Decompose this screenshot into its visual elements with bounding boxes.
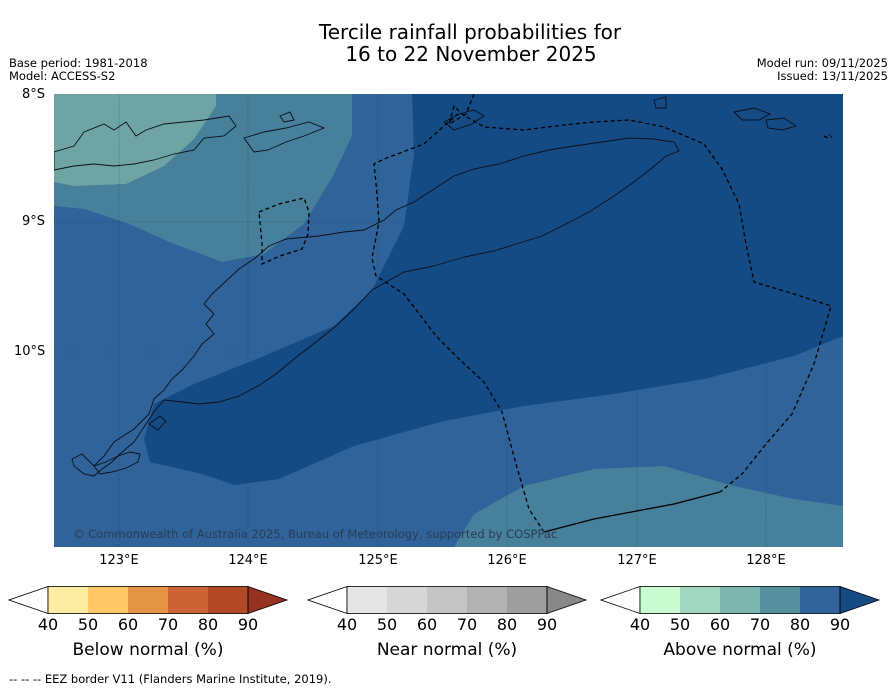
cb-near-title: Near normal (%) — [376, 640, 518, 660]
cb-below-seg-60 — [88, 586, 128, 614]
model-run-label: Model run: 09/11/2025 — [756, 56, 888, 70]
wetar-island-outline — [443, 109, 485, 131]
cb-above-tick: 40 — [629, 615, 651, 634]
zone-70-southeast — [454, 466, 843, 547]
lon-label-125e: 125°E — [358, 553, 398, 568]
lon-label-128e: 128°E — [746, 553, 786, 568]
cb-near-seg-80 — [467, 586, 507, 614]
colorbar-below-normal — [8, 586, 289, 614]
model-label: Model: ACCESS-S2 — [9, 69, 116, 83]
lon-label-127e: 127°E — [617, 553, 657, 568]
small-island-outline — [279, 111, 295, 123]
lat-label-8s: 8°S — [22, 87, 46, 102]
cb-near-seg-70 — [427, 586, 467, 614]
cb-below-arrow-right — [247, 586, 289, 614]
cb-below-seg-90 — [208, 586, 248, 614]
cb-above-tick: 60 — [709, 615, 731, 634]
cb-above-seg-80 — [760, 586, 800, 614]
cb-below-tick: 90 — [237, 615, 259, 634]
cb-near-arrow-left — [307, 586, 348, 614]
copyright-notice: © Commonwealth of Australia 2025, Bureau… — [73, 527, 558, 541]
lat-label-10s: 10°S — [14, 344, 46, 359]
cb-below-tick: 80 — [197, 615, 219, 634]
rote-island-outline — [93, 451, 141, 475]
cb-below-tick: 70 — [157, 615, 179, 634]
lat-label-9s: 9°S — [22, 214, 46, 229]
cb-above-seg-50 — [640, 586, 680, 614]
chart-title-line-1: Tercile rainfall probabilities for — [318, 20, 622, 44]
cb-above-seg-90 — [800, 586, 840, 614]
colorbar-above-normal — [600, 586, 881, 614]
cb-above-tick: 70 — [749, 615, 771, 634]
lon-label-123e: 123°E — [99, 553, 139, 568]
cb-above-tick: 80 — [789, 615, 811, 634]
cb-near-tick: 40 — [336, 615, 358, 634]
cb-below-seg-80 — [168, 586, 208, 614]
cb-above-tick: 90 — [829, 615, 851, 634]
cb-below-tick: 60 — [117, 615, 139, 634]
cb-near-seg-60 — [387, 586, 427, 614]
cb-above-title: Above normal (%) — [663, 640, 817, 660]
cb-near-tick: 70 — [456, 615, 478, 634]
cb-near-tick: 80 — [496, 615, 518, 634]
flores-island-outline — [54, 115, 237, 171]
graticule — [54, 94, 843, 547]
cb-near-seg-50 — [347, 586, 387, 614]
cb-above-arrow-left — [600, 586, 641, 614]
cb-near-tick: 60 — [416, 615, 438, 634]
coastlines — [54, 96, 833, 477]
cb-near-tick: 90 — [536, 615, 558, 634]
cb-above-tick: 50 — [669, 615, 691, 634]
colorbar-near-normal — [307, 586, 588, 614]
cb-below-seg-70 — [128, 586, 168, 614]
cb-above-arrow-right — [839, 586, 881, 614]
eez-footnote: -- -- -- EEZ border V11 (Flanders Marine… — [9, 672, 332, 686]
cb-below-tick: 40 — [37, 615, 59, 634]
eastern-islands-outline — [653, 96, 798, 131]
cb-below-tick: 50 — [77, 615, 99, 634]
lon-label-124e: 124°E — [228, 553, 268, 568]
cb-near-seg-90 — [507, 586, 547, 614]
alor-island-outline — [243, 121, 326, 153]
zone-60 — [54, 94, 216, 186]
chart-title-line-2: 16 to 22 November 2025 — [345, 42, 597, 66]
cb-near-tick: 50 — [376, 615, 398, 634]
cb-below-title: Below normal (%) — [72, 640, 224, 660]
eez-border — [258, 94, 832, 533]
cb-above-seg-70 — [720, 586, 760, 614]
issued-label: Issued: 13/11/2025 — [777, 69, 888, 83]
zone-90 — [144, 94, 843, 485]
timor-island-outline — [71, 137, 680, 477]
cb-below-arrow-left — [8, 586, 49, 614]
base-period-label: Base period: 1981-2018 — [9, 56, 148, 70]
lon-label-126e: 126°E — [487, 553, 527, 568]
cb-below-seg-50 — [48, 586, 88, 614]
probability-map — [54, 94, 843, 547]
cb-above-seg-60 — [680, 586, 720, 614]
small-island-outline-2 — [828, 133, 833, 139]
semau-island-outline — [148, 415, 167, 431]
cb-near-arrow-right — [546, 586, 588, 614]
